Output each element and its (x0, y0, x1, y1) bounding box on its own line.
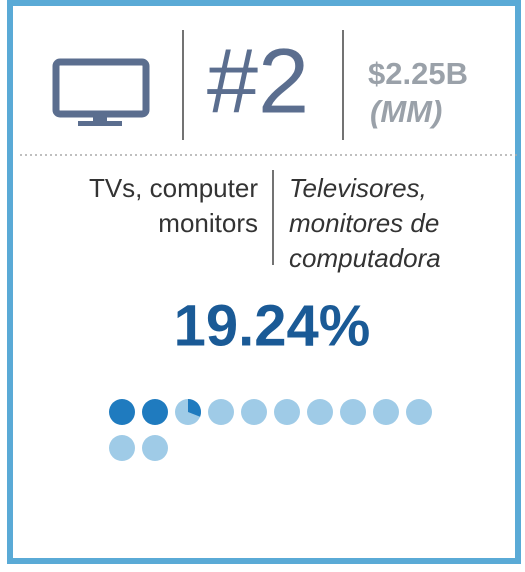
dot (241, 399, 267, 425)
dot (109, 435, 135, 461)
dot (340, 399, 366, 425)
card-border (7, 0, 521, 564)
dot-meter (109, 399, 432, 461)
english-line: monitors (158, 208, 258, 238)
dot (142, 399, 168, 425)
dot (373, 399, 399, 425)
tv-icon (52, 58, 150, 126)
dot (142, 435, 168, 461)
spanish-line: monitores de (289, 208, 439, 238)
rank: #2 (207, 30, 309, 132)
spanish-text: Televisores, monitores de computadora (289, 173, 441, 273)
english-text: TVs, computer monitors (89, 173, 258, 238)
market-value: $2.25B (368, 56, 468, 91)
english-line: TVs, computer (89, 173, 258, 203)
spanish-line: Televisores, (289, 173, 427, 203)
percent: 19.24% (174, 293, 371, 358)
market-unit: (MM) (370, 94, 442, 129)
dot (307, 399, 333, 425)
dot (208, 399, 234, 425)
spanish-line: computadora (289, 243, 441, 273)
dot-partial (188, 399, 202, 417)
dot (109, 399, 135, 425)
dot (274, 399, 300, 425)
dot (406, 399, 432, 425)
